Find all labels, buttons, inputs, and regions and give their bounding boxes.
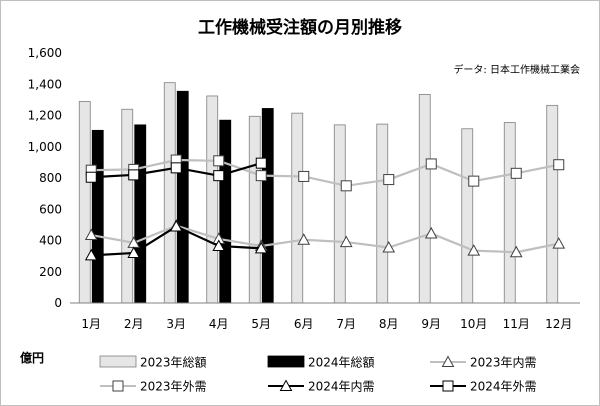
legend-label: 2023年内需 (470, 356, 537, 370)
x-tick-label: 8月 (379, 317, 399, 331)
legend-marker (441, 355, 455, 367)
y-tick-label: 400 (39, 234, 62, 248)
bar-2023年総額 (333, 124, 346, 304)
line-2023年外需 (91, 158, 559, 187)
bar-2024年総額 (134, 124, 147, 304)
x-tick-label: 4月 (209, 317, 229, 331)
point-2023年外需 (425, 158, 437, 170)
y-tick-label: 1,400 (28, 77, 62, 91)
x-tick-label: 1月 (81, 317, 101, 331)
point-2023年内需 (467, 244, 481, 256)
bar-2024年総額 (176, 90, 189, 304)
x-tick-label: 7月 (336, 317, 356, 331)
chart-title: 工作機械受注額の月別推移 (198, 17, 402, 38)
bar-2023年総額 (163, 82, 176, 304)
x-tick-label: 5月 (251, 317, 271, 331)
point-2023年外需 (553, 159, 565, 171)
bar-2024年総額 (261, 108, 274, 304)
legend-item: 2023年外需 (100, 380, 207, 394)
x-tick-label: 2月 (124, 317, 144, 331)
bar-2023年総額 (248, 115, 261, 304)
x-axis-ticks: 1月 2月 3月 4月 5月 6月 7月 8月 9月 10月 11月 12月 (81, 317, 572, 331)
bar-2023年総額 (78, 101, 91, 304)
line-2023年内需 (91, 224, 559, 254)
point-2024年内需 (254, 241, 268, 254)
legend-marker (112, 380, 124, 392)
legend-label: 2024年総額 (308, 356, 375, 370)
legend-item: 2023年総額 (99, 355, 207, 370)
line-series (84, 154, 566, 261)
y-tick-label: 1,000 (28, 140, 62, 154)
legend-swatch (267, 355, 305, 368)
legend-label: 2023年総額 (140, 356, 207, 370)
point-2024年内需 (84, 248, 98, 261)
legend-marker (442, 380, 454, 392)
point-2024年外需 (213, 170, 225, 182)
y-tick-label: 200 (39, 265, 62, 279)
legend-item: 2024年外需 (430, 380, 537, 394)
legend-label: 2023年外需 (140, 380, 207, 394)
point-2023年内需 (339, 235, 353, 248)
bar-2023年総額 (121, 108, 134, 304)
y-tick-label: 1,200 (28, 109, 62, 123)
legend: 2023年総額 2024年総額 2023年内需 2023年外需 2024年内需 2024年… (99, 355, 537, 394)
legend-marker (279, 379, 293, 391)
bar-2023年総額 (291, 112, 304, 304)
point-2023年外需 (468, 175, 480, 187)
point-2023年外需 (340, 180, 352, 192)
point-2023年内需 (552, 237, 566, 249)
bar-2023年総額 (546, 104, 559, 304)
bar-2023年総額 (418, 94, 431, 304)
y-tick-label: 600 (39, 202, 62, 216)
x-tick-label: 3月 (166, 317, 186, 331)
point-2023年外需 (298, 170, 310, 182)
y-tick-label: 800 (39, 171, 62, 185)
point-2024年内需 (127, 246, 141, 258)
legend-item: 2024年内需 (268, 379, 375, 394)
bar-2023年総額 (206, 95, 219, 304)
y-tick-label: 0 (54, 296, 62, 310)
bar-2023年総額 (376, 123, 389, 304)
bar-2024年総額 (91, 129, 104, 304)
legend-label: 2024年内需 (308, 380, 375, 394)
bar-2023年総額 (503, 122, 516, 304)
unit-label: 億円 (20, 350, 44, 365)
bar-2023年総額 (461, 128, 474, 304)
bar-2024年総額 (219, 119, 232, 304)
point-2023年外需 (255, 170, 267, 182)
legend-swatch (99, 355, 137, 368)
point-2023年内需 (424, 226, 438, 239)
legend-item: 2023年内需 (430, 355, 537, 370)
y-tick-label: 1,600 (28, 46, 62, 60)
point-2023年外需 (510, 167, 522, 179)
point-2023年内需 (84, 228, 98, 241)
legend-item: 2024年総額 (267, 355, 375, 370)
x-tick-label: 9月 (421, 317, 441, 331)
x-tick-label: 11月 (503, 317, 530, 331)
point-2024年外需 (128, 169, 140, 181)
point-2023年内需 (509, 245, 523, 258)
point-2024年外需 (170, 162, 182, 174)
x-tick-label: 12月 (545, 317, 572, 331)
point-2023年外需 (213, 155, 225, 167)
point-2024年内需 (169, 219, 183, 232)
x-tick-label: 10月 (460, 317, 487, 331)
point-2023年内需 (382, 240, 396, 253)
point-2023年外需 (383, 174, 395, 186)
y-axis-ticks: 0 200 400 600 800 1,000 1,200 1,400 1,600 (28, 46, 62, 310)
x-tick-label: 6月 (294, 317, 314, 331)
legend-label: 2024年外需 (470, 380, 537, 394)
point-2024年内需 (212, 239, 226, 251)
point-2024年外需 (85, 171, 97, 183)
bar-series (78, 82, 559, 304)
source-note: データ: 日本工作機械工業会 (453, 63, 580, 76)
point-2023年内需 (297, 233, 311, 245)
point-2024年外需 (255, 157, 267, 169)
